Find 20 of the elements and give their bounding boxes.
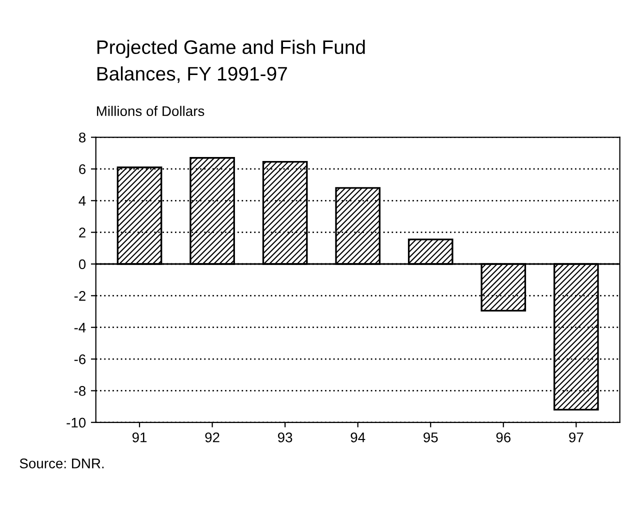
x-tick-label: 91 <box>132 432 147 442</box>
y-tick-label: 2 <box>79 228 86 238</box>
x-tick-label: 93 <box>278 432 292 442</box>
x-tick-label: 97 <box>569 432 584 442</box>
y-tick-label: -4 <box>74 322 86 332</box>
chart-title: Projected Game and Fish Fund Balances, FY 1991-97 <box>97 40 365 83</box>
x-tick-label: 94 <box>350 432 366 442</box>
x-tick-label: 95 <box>424 432 438 442</box>
x-tick-label: 92 <box>205 432 220 442</box>
y-tick-label: -6 <box>74 354 86 364</box>
y-tick-label: -10 <box>66 418 86 428</box>
y-tick-label: 6 <box>79 164 86 174</box>
y-axis-title: Millions of Dollars <box>96 106 204 116</box>
y-tick-label: -2 <box>74 291 86 301</box>
y-tick-label: -8 <box>74 386 86 396</box>
x-tick-label: 96 <box>496 432 511 442</box>
y-tick-label: 4 <box>78 196 86 206</box>
y-tick-label: 0 <box>78 259 86 270</box>
y-tick-label: 8 <box>79 132 86 142</box>
source-note: Source: DNR. <box>20 458 104 468</box>
